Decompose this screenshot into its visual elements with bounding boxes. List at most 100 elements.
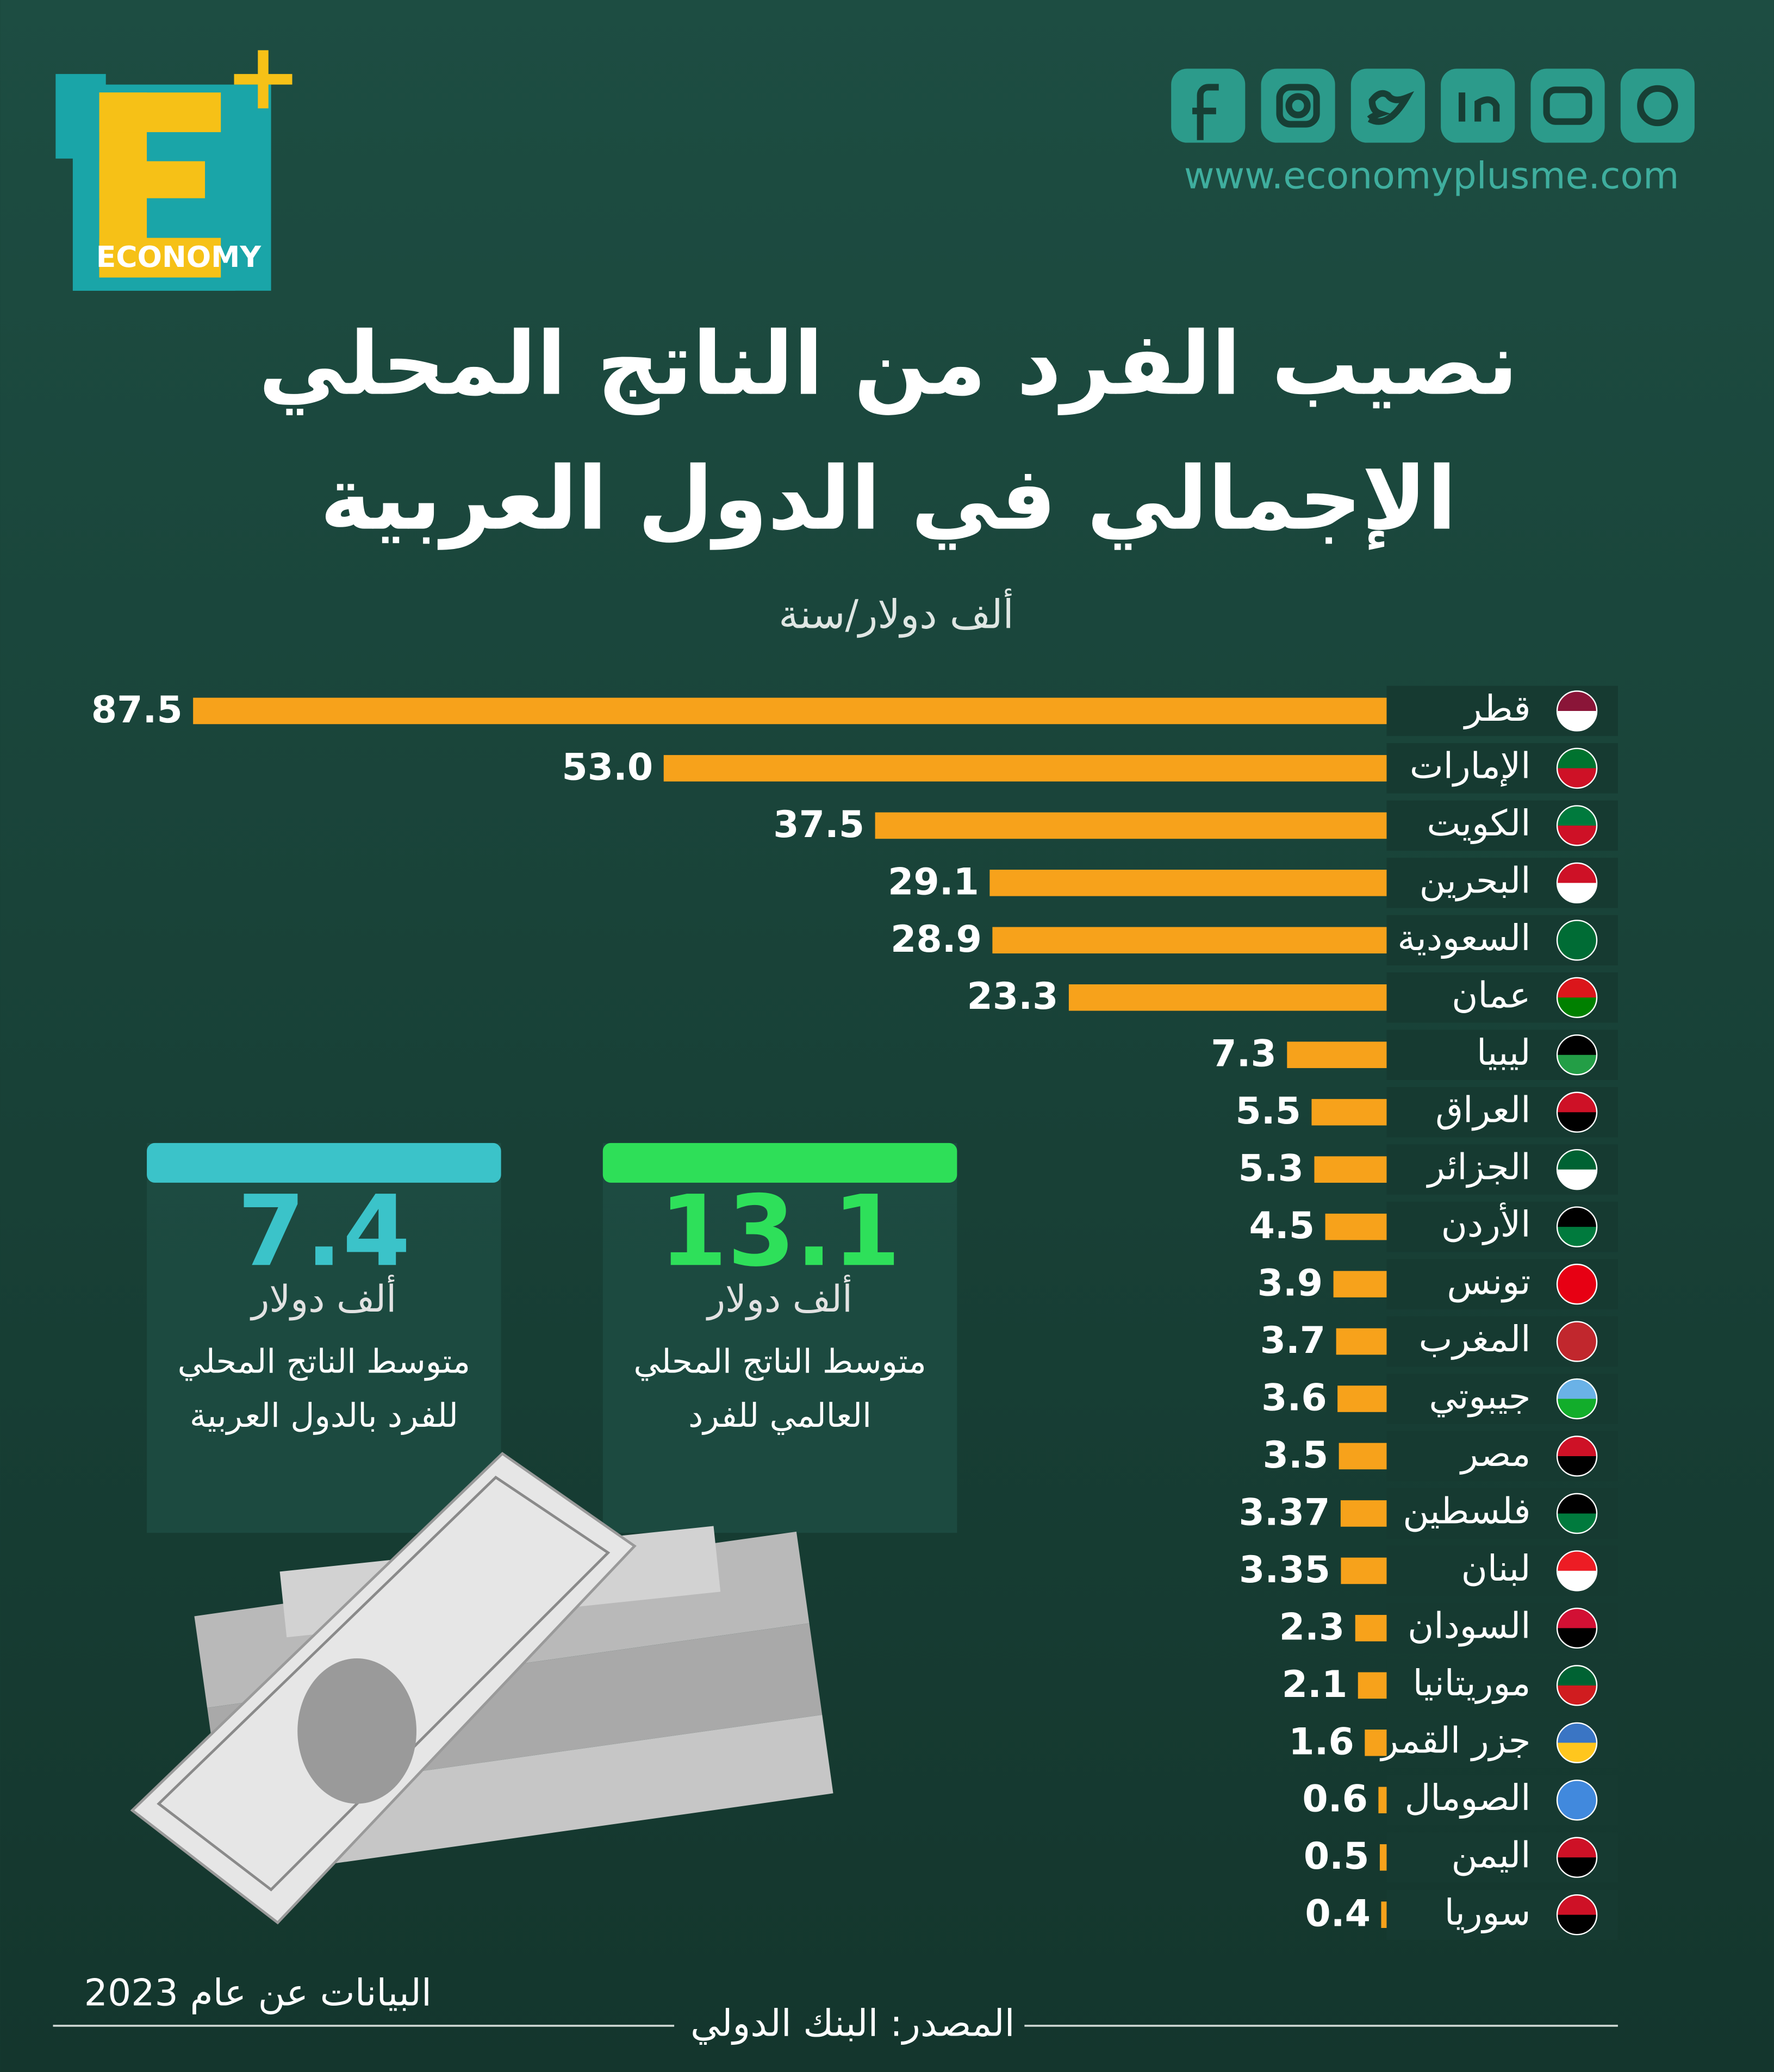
facebook-icon[interactable]	[1171, 68, 1246, 143]
bar	[1340, 1500, 1387, 1527]
category-label: البحرين	[1420, 860, 1531, 901]
bar	[1339, 1443, 1387, 1470]
title-line: نصيب الفرد من الناتج المحلي	[259, 313, 1518, 416]
category-label: اليمن	[1452, 1834, 1531, 1876]
bar	[992, 927, 1387, 954]
stat-box: 13.1 ألف دولار متوسط الناتج المحلي العال…	[602, 1143, 957, 1533]
value-label: 37.5	[773, 803, 864, 846]
flag	[1557, 1456, 1597, 1476]
flag	[1556, 1206, 1598, 1247]
category-label: مصر	[1459, 1433, 1530, 1475]
flag	[1557, 1628, 1597, 1648]
flag	[1557, 1743, 1597, 1763]
flag	[1556, 1436, 1598, 1477]
social-icons	[1171, 68, 1695, 143]
bar	[1365, 1729, 1387, 1756]
flag	[1556, 977, 1598, 1018]
bar	[1311, 1099, 1387, 1126]
bar	[193, 697, 1387, 725]
bar	[1358, 1672, 1387, 1699]
category-label: فلسطين	[1403, 1491, 1530, 1532]
stat-description: للفرد بالدول العربية	[190, 1397, 458, 1435]
flag	[1557, 1169, 1597, 1190]
value-label: 3.5	[1263, 1434, 1329, 1477]
value-label: 0.5	[1304, 1835, 1370, 1878]
bar	[1314, 1156, 1387, 1183]
bar	[989, 870, 1387, 896]
value-label: 3.9	[1258, 1262, 1323, 1305]
flag	[1557, 825, 1597, 846]
flag	[1557, 1054, 1597, 1075]
category-label: جيبوتي	[1429, 1376, 1530, 1418]
twitter-icon[interactable]	[1350, 68, 1425, 143]
stat-box: 7.4 ألف دولار متوسط الناتج المحلي للفرد …	[147, 1143, 501, 1533]
bar-chart: قطر 87.5 الإمارات 53.0 الكويت 37.5 البحرين 29.1…	[91, 685, 1618, 1940]
stat-value: 13.1	[659, 1175, 901, 1288]
stat-description: العالمي للفرد	[688, 1397, 872, 1435]
source: المصدر: البنك الدولي	[690, 2002, 1015, 2045]
bar	[1378, 1787, 1387, 1814]
bar	[1068, 984, 1387, 1011]
money-illustration	[130, 1452, 833, 1925]
flag	[1557, 1800, 1597, 1820]
flag	[1556, 1550, 1598, 1592]
flag	[1557, 1284, 1597, 1305]
value-label: 5.5	[1235, 1090, 1301, 1133]
flag	[1557, 940, 1597, 960]
flag	[1556, 747, 1598, 789]
brand: ECONOMY	[96, 240, 262, 274]
flag	[1556, 1722, 1598, 1763]
flag	[1556, 1091, 1598, 1133]
bar	[1381, 1901, 1387, 1929]
category-label: المغرب	[1419, 1319, 1531, 1360]
value-label: 23.3	[967, 975, 1058, 1018]
flag	[1556, 862, 1598, 904]
flag	[1557, 1399, 1597, 1419]
logo: ECONOMY	[55, 50, 292, 291]
value-label: 28.9	[891, 918, 982, 961]
flag	[1556, 1780, 1598, 1821]
flag	[1557, 1112, 1597, 1132]
title-line: الإجمالي في الدول العربية	[320, 448, 1457, 551]
stat-unit: ألف دولار	[250, 1275, 397, 1321]
website[interactable]: www.economyplusme.com	[1184, 155, 1679, 198]
category-label: العراق	[1435, 1089, 1530, 1131]
threads-icon[interactable]	[1620, 68, 1695, 143]
category-label: السعودية	[1397, 918, 1530, 959]
flag	[1556, 1263, 1598, 1305]
category-label: الإمارات	[1410, 745, 1531, 787]
category-label: الكويت	[1427, 803, 1530, 844]
flag	[1557, 1570, 1597, 1591]
value-label: 87.5	[91, 689, 183, 732]
bar	[1325, 1213, 1387, 1240]
bar	[1337, 1386, 1387, 1412]
bar	[1379, 1844, 1387, 1871]
flag	[1556, 1894, 1598, 1936]
bar	[1333, 1271, 1387, 1297]
flag	[1557, 1513, 1597, 1533]
category-label: عمان	[1452, 975, 1530, 1016]
stat-value: 7.4	[237, 1175, 410, 1288]
flag	[1557, 710, 1597, 731]
instagram-icon[interactable]	[1261, 68, 1335, 143]
category-label: الصومال	[1405, 1777, 1531, 1819]
category-label: تونس	[1447, 1262, 1530, 1303]
flag	[1556, 1837, 1598, 1878]
youtube-icon[interactable]	[1530, 68, 1605, 143]
flag	[1557, 1914, 1597, 1935]
flag	[1556, 690, 1598, 732]
value-label: 4.5	[1249, 1204, 1315, 1247]
flag	[1556, 1493, 1598, 1534]
value-label: 3.6	[1261, 1376, 1327, 1419]
flag	[1556, 1607, 1598, 1649]
value-label: 29.1	[888, 860, 979, 903]
value-label: 0.4	[1305, 1893, 1371, 1936]
category-label: الجزائر	[1426, 1147, 1531, 1188]
flag	[1556, 1321, 1598, 1362]
value-label: 3.7	[1260, 1319, 1326, 1362]
bar	[875, 812, 1387, 839]
bar	[663, 755, 1387, 782]
value-label: 53.0	[562, 746, 653, 789]
flag	[1556, 920, 1598, 961]
